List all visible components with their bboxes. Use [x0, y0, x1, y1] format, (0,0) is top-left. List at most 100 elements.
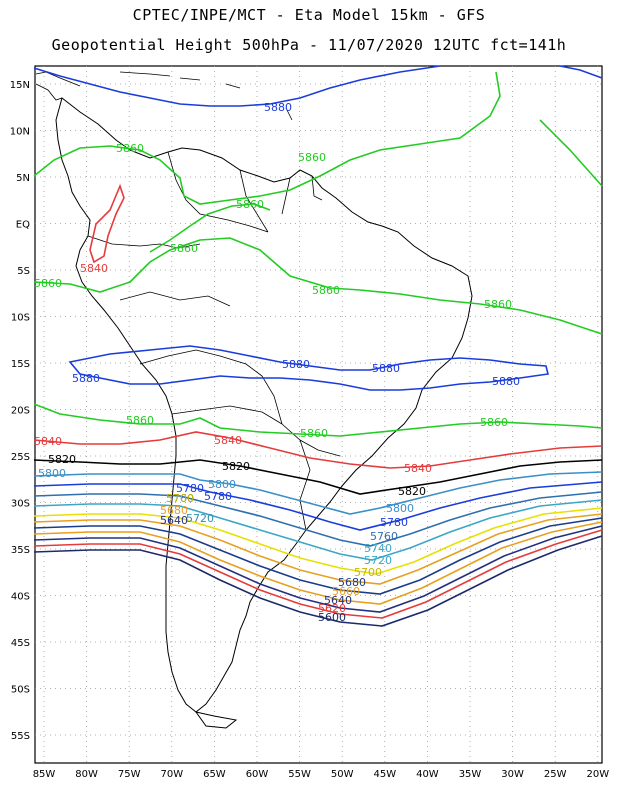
contour-5860-south [33, 403, 603, 437]
label-5780: 5780 [380, 516, 408, 529]
contour-5840-closed-peru [89, 183, 125, 264]
lat-tick-label: 10N [10, 127, 30, 138]
label-5840: 5840 [80, 262, 108, 275]
label-5880: 5880 [282, 358, 310, 371]
label-5880: 5880 [372, 362, 400, 375]
contour-5640 [33, 525, 603, 613]
contour-5720 [33, 507, 603, 575]
label-5660: 5660 [332, 585, 360, 598]
lat-tick-label: 5N [16, 173, 30, 184]
lon-tick-label: 20W [586, 769, 609, 780]
contour-5700 [33, 513, 603, 585]
label-5860: 5860 [298, 151, 326, 164]
lon-tick-label: 45W [373, 769, 396, 780]
lon-tick-label: 40W [416, 769, 439, 780]
latitude-tick-labels: 15N 10N 5N EQ 5S 10S 15S 20S 25S 30S 35S 40S 45S 50S 5… [10, 80, 30, 742]
label-5860: 5860 [480, 416, 508, 429]
lat-lon-grid [35, 66, 602, 763]
label-5700: 5700 [166, 492, 194, 505]
lon-tick-label: 35W [459, 769, 482, 780]
label-5620: 5620 [318, 602, 346, 615]
label-5680: 5680 [160, 504, 188, 517]
label-5880: 5880 [264, 101, 292, 114]
label-5860: 5860 [300, 427, 328, 440]
lon-tick-label: 60W [246, 769, 269, 780]
lat-tick-label: 40S [11, 592, 30, 603]
lat-tick-label: 55S [11, 731, 30, 742]
lat-tick-label: 15S [11, 359, 30, 370]
label-5840: 5840 [214, 434, 242, 447]
map-title-line2: Geopotential Height 500hPa - 11/07/2020 … [51, 36, 567, 54]
label-5760: 5760 [370, 530, 398, 543]
contour-5880-central [68, 345, 549, 391]
coastlines-and-borders [35, 71, 473, 729]
contour-5860-north [33, 71, 603, 205]
lat-tick-label: 10S [11, 313, 30, 324]
lat-tick-label: EQ [16, 220, 30, 231]
lon-tick-label: 25W [544, 769, 567, 780]
contour-5860-south-amazon [33, 237, 603, 335]
lat-tick-label: 35S [11, 545, 30, 556]
contour-5600 [33, 535, 603, 627]
label-5860: 5860 [126, 414, 154, 427]
label-5880: 5880 [72, 372, 100, 385]
label-5800: 5800 [386, 502, 414, 515]
south-america-coastline [55, 97, 473, 713]
contour-5620 [33, 529, 603, 619]
lat-tick-label: 30S [11, 499, 30, 510]
label-5840: 5840 [404, 462, 432, 475]
lon-tick-label: 75W [118, 769, 141, 780]
label-5880: 5880 [492, 375, 520, 388]
lon-tick-label: 30W [501, 769, 524, 780]
contour-5880-north [33, 65, 603, 107]
label-5720: 5720 [186, 512, 214, 525]
label-5860: 5860 [312, 284, 340, 297]
contour-5780 [33, 481, 603, 531]
lon-tick-label: 70W [160, 769, 183, 780]
label-5740: 5740 [364, 542, 392, 555]
label-5820: 5820 [398, 485, 426, 498]
contour-5820 [33, 459, 603, 495]
contour-5740 [33, 499, 603, 561]
caribbean-islands [119, 71, 293, 121]
lat-tick-label: 25S [11, 452, 30, 463]
lon-tick-label: 80W [75, 769, 98, 780]
country-borders [87, 151, 341, 531]
label-5780: 5780 [176, 482, 204, 495]
label-5680: 5680 [338, 576, 366, 589]
lat-tick-label: 45S [11, 638, 30, 649]
lon-tick-label: 85W [33, 769, 56, 780]
longitude-tick-labels: 85W 80W 75W 70W 65W 60W 55W 50W 45W 40W 35W 30W 25W 2… [33, 769, 610, 780]
label-5640: 5640 [160, 514, 188, 527]
lon-tick-label: 50W [331, 769, 354, 780]
central-america-coast [35, 71, 81, 101]
label-5820: 5820 [222, 460, 250, 473]
label-5860: 5860 [484, 298, 512, 311]
contour-5760 [33, 491, 603, 547]
tierra-del-fuego [194, 711, 238, 729]
label-5640: 5640 [324, 594, 352, 607]
label-5860: 5860 [236, 198, 264, 211]
map-frame [34, 65, 603, 764]
contour-5860-equatorial [149, 203, 271, 253]
label-5780: 5780 [204, 490, 232, 503]
lat-tick-label: 15N [10, 80, 30, 91]
label-5800: 5800 [208, 478, 236, 491]
label-5600: 5600 [318, 611, 346, 624]
label-5700: 5700 [354, 566, 382, 579]
lon-tick-label: 65W [203, 769, 226, 780]
label-5760: 5760 [166, 492, 194, 505]
lon-tick-label: 55W [288, 769, 311, 780]
label-5860: 5860 [116, 142, 144, 155]
contour-5800 [33, 471, 603, 515]
label-5820: 5820 [48, 453, 76, 466]
lat-tick-label: 50S [11, 685, 30, 696]
label-5800: 5800 [38, 467, 66, 480]
contour-5840-main [33, 431, 603, 469]
label-5720: 5720 [364, 554, 392, 567]
contour-5660 [33, 521, 603, 605]
map-title-line1: CPTEC/INPE/MCT - Eta Model 15km - GFS [132, 6, 486, 24]
label-5860: 5860 [34, 277, 62, 290]
lat-tick-label: 20S [11, 406, 30, 417]
